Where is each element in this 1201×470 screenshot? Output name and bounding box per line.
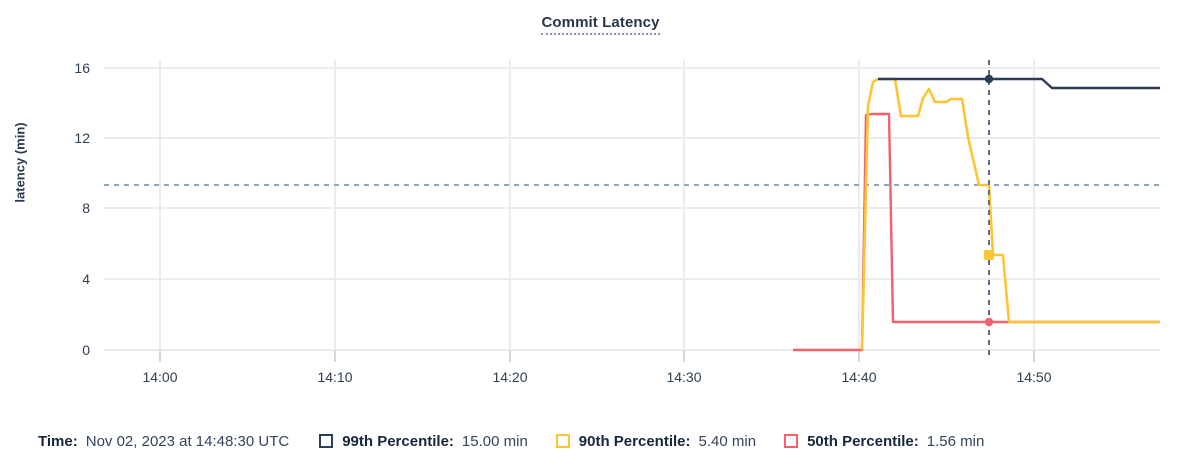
series-line-p90 [860,77,1160,351]
x-axis-tick-marks [159,350,1035,362]
legend-swatch-p50 [784,434,799,448]
marker-p99 [984,74,994,84]
legend-item-p50[interactable]: 50th Percentile: 1.56 min [784,433,984,450]
series-line-p50 [793,112,1160,352]
y-axis-tick-labels: 16 12 8 4 0 [74,60,90,358]
svg-text:8: 8 [82,200,90,216]
legend-label-p50: 50th Percentile: [807,432,919,450]
legend-swatch-p99 [319,434,334,448]
x-axis-tick-labels: 14:00 14:10 14:20 14:30 14:40 14:50 [142,369,1051,385]
legend-item-p90[interactable]: 90th Percentile: 5.40 min [555,432,757,450]
svg-text:14:20: 14:20 [492,369,527,385]
legend-value-p90: 5.40 min [698,432,757,450]
legend-swatch-p90 [555,434,570,448]
plot-area[interactable]: 16 12 8 4 0 14:00 14:10 14:20 14:30 14:4… [0,0,1201,410]
page-title: Commit Latency [0,14,1201,35]
svg-text:16: 16 [74,60,90,76]
svg-text:14:00: 14:00 [142,369,177,385]
legend-label-p99: 99th Percentile: [342,432,454,450]
svg-text:14:50: 14:50 [1016,369,1051,385]
time-label: Time: [38,432,78,450]
svg-text:14:40: 14:40 [841,369,876,385]
legend-item-p99[interactable]: 99th Percentile: 15.00 min [319,433,528,450]
legend-label-p90: 90th Percentile: [578,432,691,450]
chart-title-text: Commit Latency [541,14,660,35]
marker-p90 [984,250,994,260]
svg-text:12: 12 [74,130,90,146]
horizontal-gridlines [104,67,1160,351]
vertical-gridlines [159,60,1035,356]
svg-text:14:30: 14:30 [666,369,701,385]
marker-p50 [984,317,994,327]
svg-text:4: 4 [82,271,90,287]
legend-time-group: Time: Nov 02, 2023 at 14:48:30 UTC [38,433,289,450]
time-value: Nov 02, 2023 at 14:48:30 UTC [85,432,290,450]
chart-legend-footer: Time: Nov 02, 2023 at 14:48:30 UTC 99th … [0,412,1201,470]
series-line-p99 [878,77,1160,90]
svg-text:0: 0 [82,342,90,358]
svg-text:14:10: 14:10 [317,369,352,385]
legend-value-p99: 15.00 min [461,432,528,450]
legend-value-p50: 1.56 min [926,432,985,450]
